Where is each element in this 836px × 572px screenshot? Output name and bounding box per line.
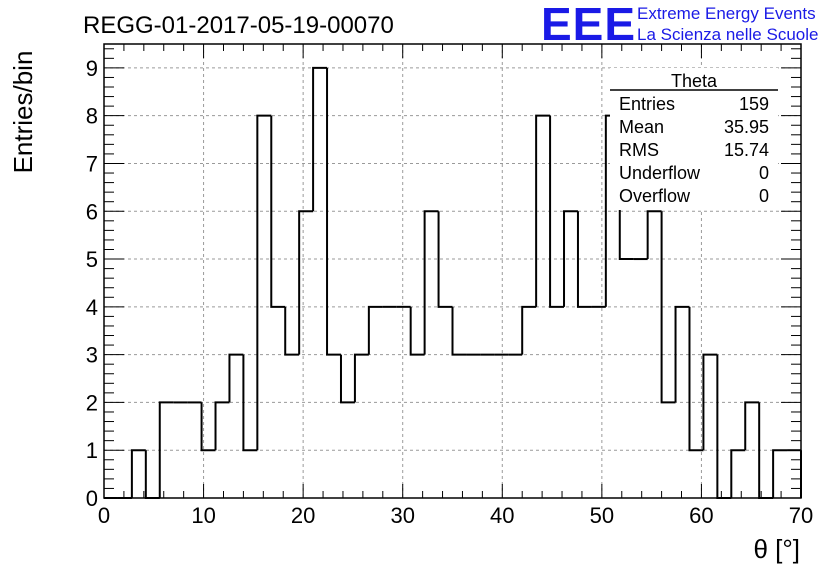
y-tick-label-9: 9 [86,56,98,81]
stats-value-mean: 35.95 [724,117,769,137]
histogram-bin-24 [437,211,453,308]
histogram-bin-17 [339,354,355,404]
histogram-bin-11 [256,114,272,451]
histogram-bin-45 [730,449,746,498]
histogram-bin-2 [130,449,146,498]
stats-value-overflow: 0 [759,186,769,206]
y-tick-label-1: 1 [86,438,98,463]
y-tick-label-8: 8 [86,104,98,129]
histogram-bin-39 [646,210,662,260]
x-tick-label-70: 70 [789,503,813,528]
histogram-bin-44 [716,354,732,499]
histogram-bin-3 [144,450,160,499]
histogram-bin-15 [312,66,328,212]
histogram-bin-10 [242,354,258,452]
y-tick-label-0: 0 [86,486,98,511]
x-tick-label-0: 0 [98,503,110,528]
x-tick-label-50: 50 [590,503,614,528]
run-title: REGG-01-2017-05-19-00070 [83,12,394,39]
brand-line-2: La Scienza nelle Scuole [637,25,818,44]
stats-label-underflow: Underflow [619,163,701,183]
x-tick-label-40: 40 [490,503,514,528]
y-tick-label-2: 2 [86,390,98,415]
histogram-bin-9 [228,353,244,403]
stats-label-mean: Mean [619,117,664,137]
stats-label-entries: Entries [619,94,675,114]
histogram-bin-19 [367,305,383,355]
stats-value-entries: 159 [739,94,769,114]
histogram-bin-30 [521,305,537,355]
header: REGG-01-2017-05-19-00070 EEE Extreme Ene… [83,0,818,50]
stats-label-overflow: Overflow [619,186,691,206]
histogram-bin-46 [744,401,760,451]
histogram-bin-33 [563,210,578,307]
histogram-bin-22 [409,306,425,356]
plot-frame [103,43,802,499]
histogram-bin-7 [200,402,216,452]
y-axis-title: Entries/bin [8,51,38,174]
histogram-bin-23 [423,210,439,355]
histogram-bin-13 [284,306,300,356]
x-tick-label-10: 10 [191,503,215,528]
brand-line-1: Extreme Energy Events [637,4,816,23]
stats-box: Theta Entries 159 Mean 35.95 RMS 15.74 U… [610,68,778,210]
histogram-bin-32 [549,115,565,308]
eee-logo: EEE [541,0,636,50]
histogram-bin-14 [298,210,314,355]
y-tick-label-7: 7 [86,151,98,176]
stats-label-rms: RMS [619,140,659,160]
histogram-bin-40 [660,211,676,404]
histogram-bin-31 [535,114,551,307]
histogram-bin-48 [772,449,788,498]
y-tick-label-3: 3 [86,343,98,368]
x-tick-label-20: 20 [291,503,315,528]
histogram-bin-41 [674,305,690,403]
axis-ticks [103,44,802,499]
x-tick-label-60: 60 [689,503,713,528]
histogram-bin-25 [451,306,467,356]
y-tick-label-4: 4 [86,295,98,320]
x-axis-title: θ [°] [753,534,800,564]
histogram-bin-34 [576,211,592,308]
stats-value-underflow: 0 [759,163,769,183]
histogram-bin-4 [158,401,174,498]
stats-box-bg [610,68,778,210]
histogram-bin-8 [214,401,230,451]
tick-labels: 0 10 20 30 40 50 60 70 0 1 2 3 4 5 6 7 8 9 [86,56,813,528]
histogram-bin-18 [353,353,369,403]
histogram-bin-12 [270,115,286,308]
stats-title: Theta [671,71,718,91]
histogram-bin-43 [702,353,718,451]
stats-value-rms: 15.74 [724,140,769,160]
histogram-bin-16 [326,67,341,356]
x-tick-label-30: 30 [390,503,414,528]
y-tick-label-5: 5 [86,247,98,272]
histogram-bin-42 [688,306,704,452]
y-tick-label-6: 6 [86,199,98,224]
